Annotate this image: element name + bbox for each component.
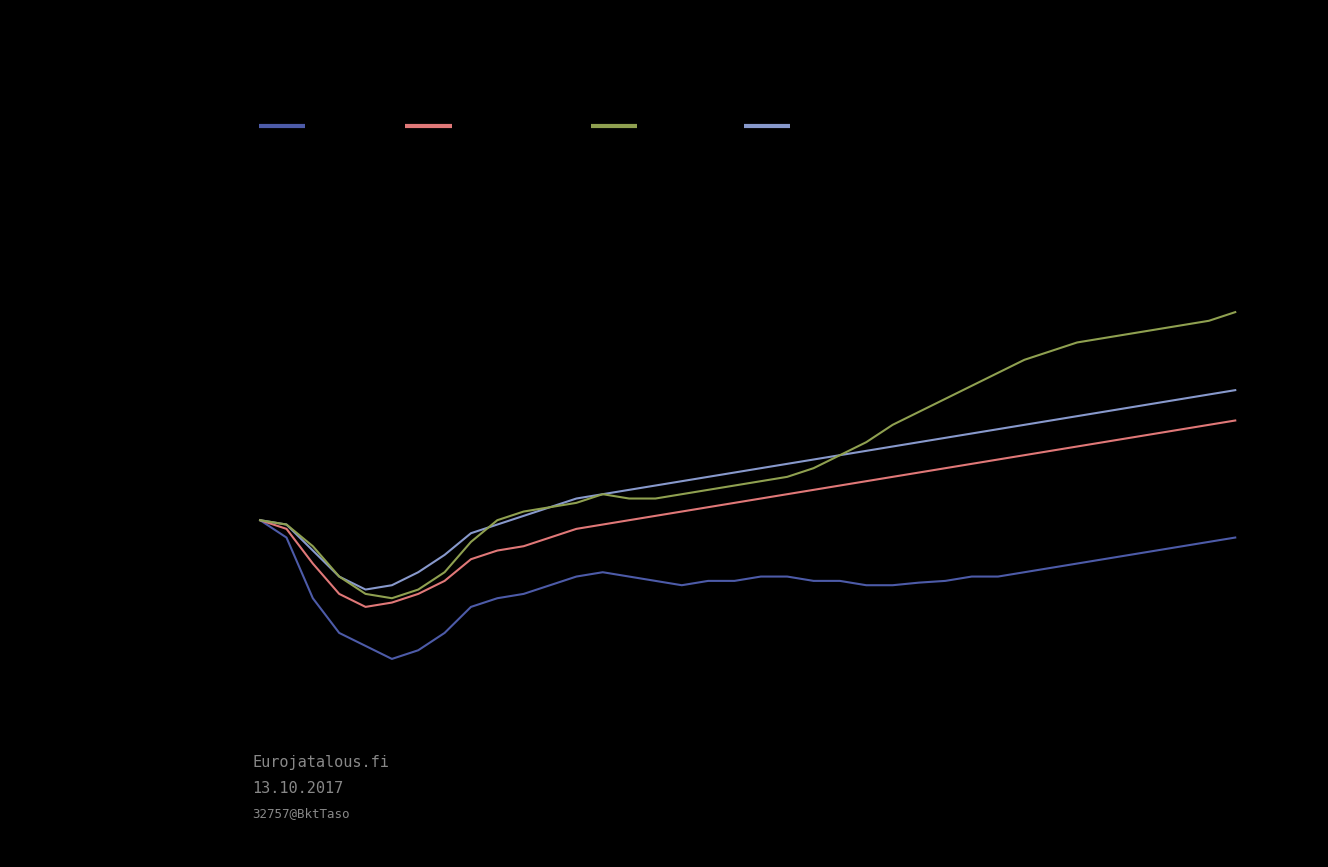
Text: Eurojatalous.fi: Eurojatalous.fi [252, 755, 389, 770]
Text: 32757@BktTaso: 32757@BktTaso [252, 806, 349, 819]
Text: 13.10.2017: 13.10.2017 [252, 781, 344, 796]
